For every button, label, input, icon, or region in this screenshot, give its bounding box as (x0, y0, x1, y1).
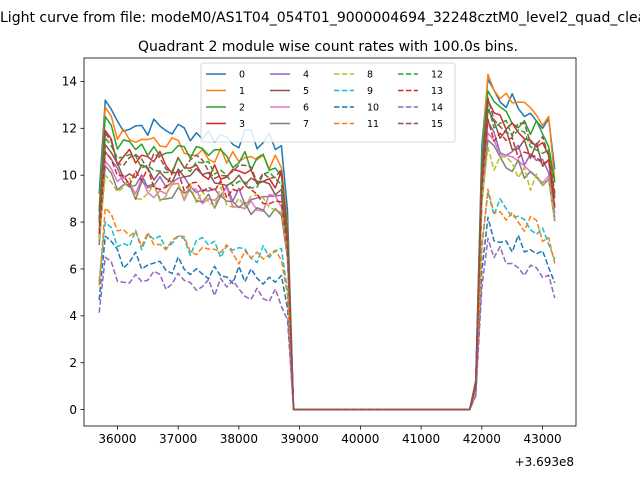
x-tick-label: 40000 (341, 432, 379, 446)
legend-label-5: 5 (303, 86, 309, 97)
x-tick-label: 42000 (463, 432, 501, 446)
y-tick-label: 0 (69, 403, 77, 417)
y-tick-label: 10 (62, 168, 77, 182)
x-tick-label: 37000 (159, 432, 197, 446)
legend-label-10: 10 (367, 103, 379, 114)
plot-frame (83, 57, 577, 427)
y-tick-label: 6 (69, 262, 77, 276)
y-tick-label: 14 (62, 75, 77, 89)
x-tick-label: 39000 (281, 432, 319, 446)
y-tick-label: 4 (69, 309, 77, 323)
legend-label-6: 6 (303, 103, 309, 114)
plot-area: 36000 37000 38000 39000 40000 41000 42000 43000… (62, 57, 577, 446)
series-line-10 (98, 216, 556, 411)
legend-label-11: 11 (367, 119, 379, 130)
series-line-15 (98, 97, 556, 411)
legend-label-4: 4 (303, 70, 309, 81)
legend-label-12: 12 (431, 70, 443, 81)
x-tick-label: 38000 (220, 432, 258, 446)
x-tick-label: 43000 (523, 432, 561, 446)
y-tick-label: 8 (69, 215, 77, 229)
legend-label-2: 2 (239, 103, 245, 114)
legend-label-14: 14 (431, 103, 443, 114)
y-tick-label: 2 (69, 356, 77, 370)
chart-title: Quadrant 2 module wise count rates with … (138, 39, 518, 55)
legend-label-13: 13 (431, 86, 443, 97)
legend-label-0: 0 (239, 70, 245, 81)
x-tick-label: 36000 (98, 432, 136, 446)
x-offset-label: +3.693e8 (515, 455, 574, 469)
legend-label-7: 7 (303, 119, 309, 130)
legend-label-1: 1 (239, 86, 245, 97)
legend-box (200, 62, 456, 143)
x-tick-label: 41000 (402, 432, 440, 446)
legend-label-9: 9 (367, 86, 373, 97)
legend-label-15: 15 (431, 119, 443, 130)
legend-label-8: 8 (367, 70, 373, 81)
y-tick-label: 12 (62, 122, 77, 136)
chart-suptitle: Light curve from file: modeM0/AS1T04_054… (0, 10, 640, 26)
legend-label-3: 3 (239, 119, 245, 130)
